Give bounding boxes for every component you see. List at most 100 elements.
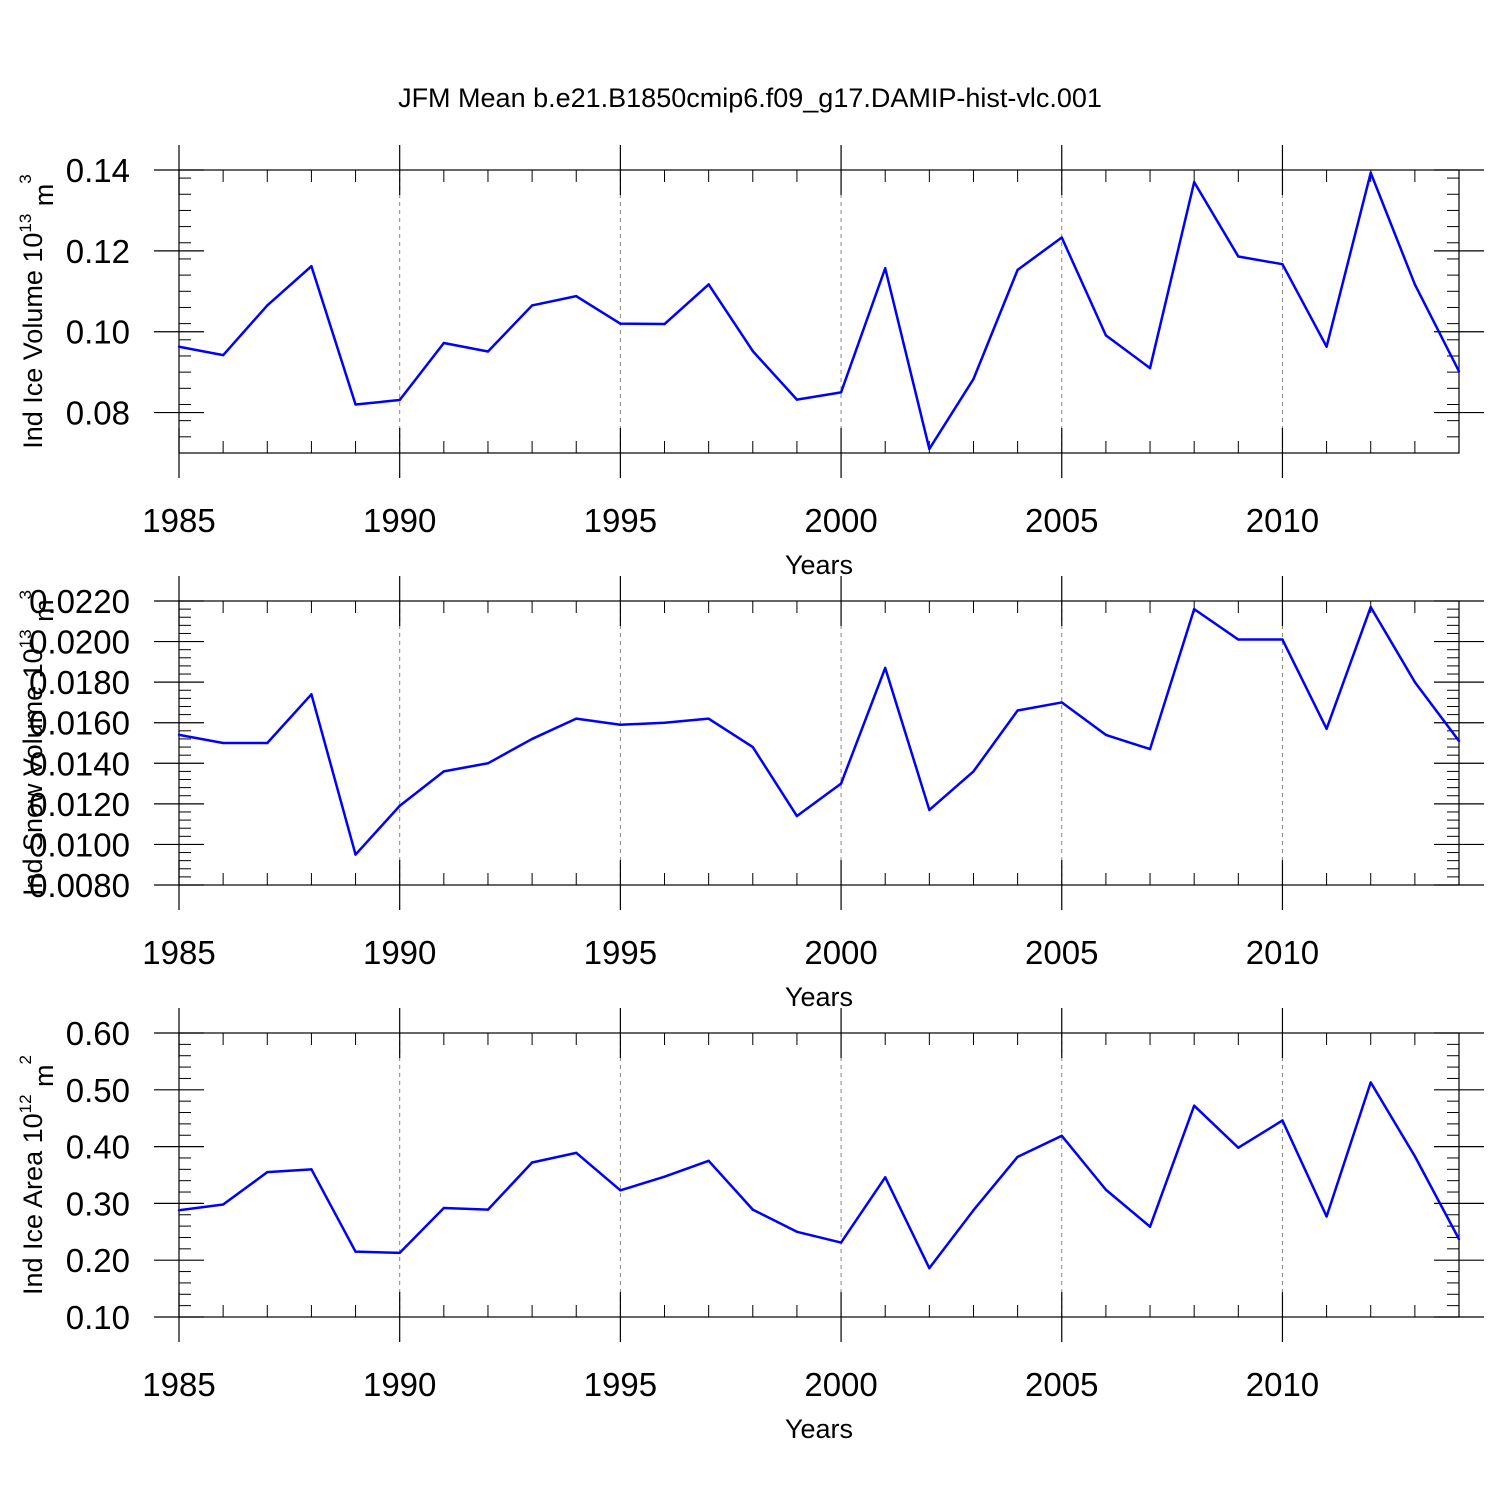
data-point [663,322,666,326]
y-axis-label-exp: 13 [16,629,35,648]
data-point [751,745,754,749]
y-tick-label: 0.0080 [29,867,130,904]
x-tick-label: 1990 [363,502,436,539]
x-tick-label: 1985 [142,1366,215,1403]
data-point [1325,727,1328,730]
data-point [1192,180,1196,184]
data-point [1104,334,1108,337]
y-tick-label: 0.08 [66,395,130,432]
data-point [1325,1215,1328,1218]
data-point [619,322,622,325]
data-point [1369,1081,1372,1084]
y-axis-label-unit-exp: 3 [16,174,35,183]
data-point [1413,283,1417,286]
series-line [179,1081,1459,1270]
data-point [1104,733,1108,737]
data-point [751,349,754,353]
x-tick-label: 1995 [584,502,657,539]
data-point [442,770,446,773]
y-axis-label-unit-exp: 2 [16,1055,35,1064]
data-point [354,403,357,406]
data-point [1237,638,1240,641]
y-tick-label: 0.10 [66,1299,130,1336]
data-point [1148,747,1152,751]
panels: 0.08 0.10 0.12 0.14 1985 1990 1995 2000 2005 2010… [16,145,1484,1444]
data-point [1016,709,1019,712]
y-tick-label: 0.30 [66,1185,130,1222]
x-tick-label: 2010 [1246,934,1319,971]
x-tick-label: 1995 [584,1366,657,1403]
data-point [266,1170,269,1174]
data-point [795,1230,799,1234]
data-point [1369,605,1372,609]
data-point [884,1176,887,1179]
data-point [707,1159,710,1163]
data-point [310,1168,313,1171]
data-point [575,717,578,720]
data-point [1281,262,1284,266]
data-point [619,723,622,726]
series-line [179,605,1459,856]
data-point [1413,1155,1417,1158]
data-point [1325,345,1328,348]
data-point [221,1203,225,1206]
data-point [972,1209,975,1212]
data-point [795,398,799,401]
figure-title: JFM Mean b.e21.B1850cmip6.f09_g17.DAMIP-… [398,83,1102,113]
data-point [530,1161,534,1164]
data-point [928,1266,931,1270]
data-point [310,693,313,696]
data-point [972,377,975,381]
data-point [1104,1188,1108,1191]
data-point [751,1208,754,1211]
data-point [663,721,666,724]
data-point [707,283,710,286]
y-axis-label: Ind Snow Volume 1013 m3 [16,590,59,896]
x-tick-label: 2010 [1246,1366,1319,1403]
data-point [530,304,534,307]
y-axis-label-main: Ind Ice Area 10 [18,1113,48,1295]
data-point [354,1250,357,1253]
y-axis-label-unit: m [29,599,59,629]
data-point [1192,1104,1196,1107]
data-point [839,391,843,394]
y-tick-label: 0.12 [66,233,130,270]
plot-frame [178,169,1460,454]
y-axis-label-unit: m [29,1064,59,1094]
x-axis-label: Years [785,982,853,1012]
y-tick-label: 0.0180 [29,664,130,701]
y-tick-label: 0.0120 [29,786,130,823]
data-point [486,762,490,765]
data-point [972,770,975,773]
data-point [575,1151,578,1155]
data-point [1060,701,1063,704]
x-tick-label: 1990 [363,1366,436,1403]
data-point [442,341,446,345]
data-point [839,782,843,785]
data-point [839,1241,843,1244]
x-tick-label: 1985 [142,502,215,539]
y-tick-label: 0.0140 [29,745,130,782]
x-tick-label: 2010 [1246,502,1319,539]
x-tick-label: 1995 [584,934,657,971]
data-point [1457,370,1461,373]
data-point [486,350,490,353]
data-point [1148,1225,1152,1228]
data-point [398,1251,401,1255]
data-point [1060,236,1063,239]
x-tick-label: 2005 [1025,1366,1098,1403]
y-axis-label: Ind Ice Volume 1013 m3 [16,174,59,449]
data-point [619,1189,622,1192]
x-axis-label: Years [785,550,853,580]
data-point [1148,366,1152,370]
x-axis-label: Years [785,1414,853,1444]
y-axis-label-exp: 13 [16,214,35,233]
data-point [575,294,578,298]
data-point [221,741,225,745]
data-point [1457,739,1461,743]
data-point [354,853,357,856]
data-point [310,265,313,268]
y-tick-label: 0.0160 [29,705,130,742]
y-axis-label-unit-exp: 3 [16,590,35,599]
x-tick-label: 2000 [804,1366,877,1403]
